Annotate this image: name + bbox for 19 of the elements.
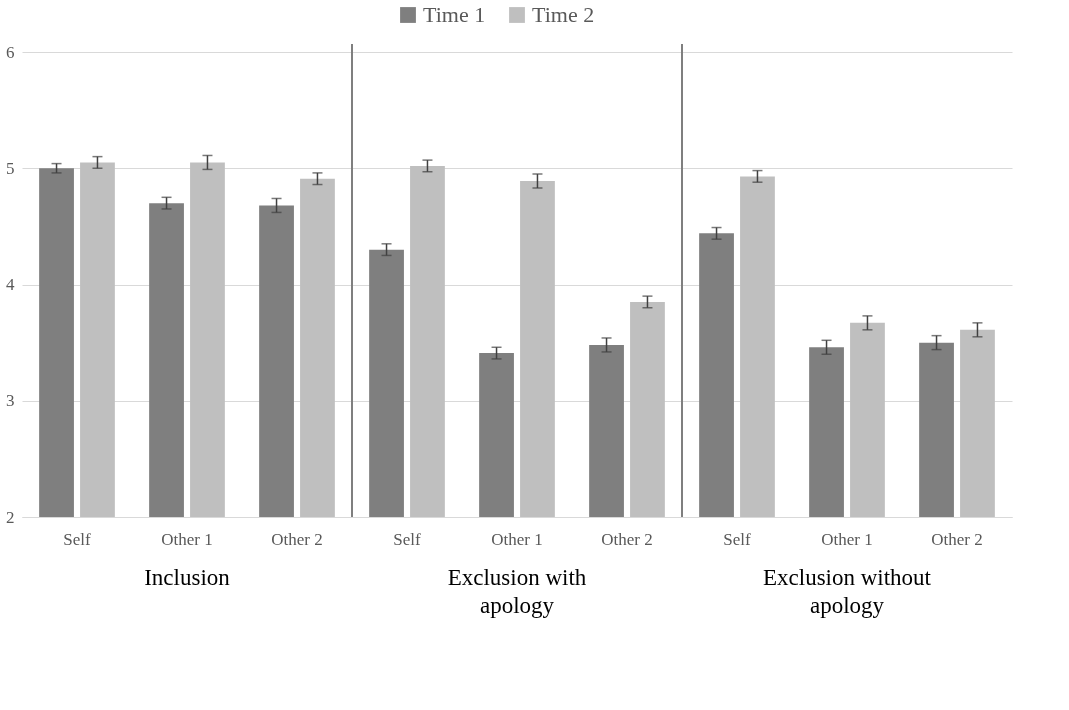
x-tick-label: Other 2 (931, 529, 983, 549)
y-tick-label: 4 (6, 275, 15, 294)
text: Exclusion without apology (762, 565, 932, 618)
y-tick-label: 5 (6, 158, 15, 178)
legend-label: Time 1 (423, 2, 486, 27)
text: Exclusion with apology (447, 565, 587, 618)
x-tick-label: Self (723, 529, 752, 549)
y-tick-label: 6 (6, 42, 15, 62)
text: Inclusion (144, 565, 231, 590)
y-tick-label: 3 (6, 391, 15, 411)
x-tick-label: Other 1 (491, 529, 543, 549)
x-tick-label: Other 2 (601, 529, 653, 549)
x-tick-label: Self (393, 529, 422, 549)
x-tick-label: Other 1 (161, 529, 213, 549)
x-tick-label: Other 1 (821, 529, 873, 549)
x-tick-label: Other 2 (271, 529, 323, 549)
y-tick-label: 2 (6, 507, 15, 527)
legend-label: Time 2 (532, 2, 595, 27)
x-tick-label: Self (63, 529, 92, 549)
